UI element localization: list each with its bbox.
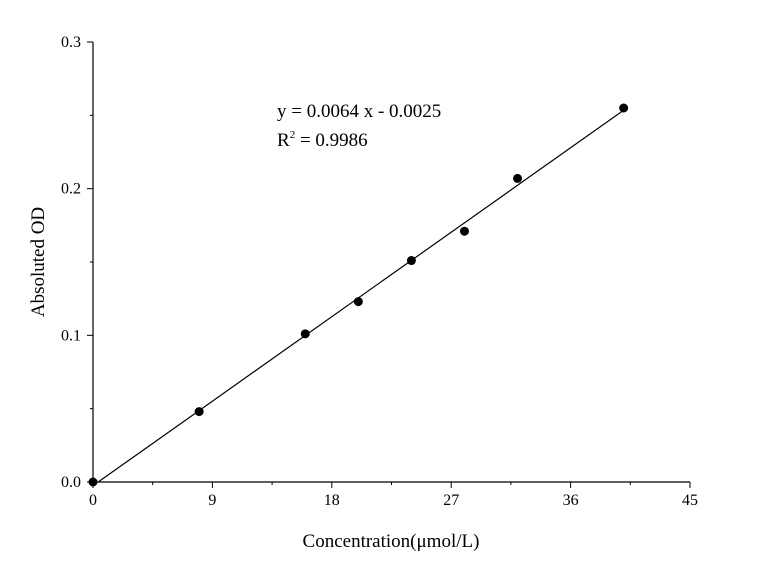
y-tick-label: 0.2 — [61, 181, 81, 198]
data-point — [513, 173, 523, 183]
data-point — [300, 329, 310, 339]
fit-line — [97, 109, 625, 483]
x-axis-label: Concentration(μmol/L) — [303, 531, 480, 552]
data-points — [88, 103, 629, 487]
r-squared-value: = 0.9986 — [295, 130, 367, 151]
x-tick-label: 45 — [682, 492, 698, 509]
y-tick-label: 0.0 — [61, 474, 81, 491]
data-point — [406, 256, 416, 266]
x-tick-label: 18 — [324, 492, 340, 509]
x-tick-label: 36 — [563, 492, 579, 509]
x-tick-label: 27 — [443, 492, 459, 509]
r-squared-superscript: 2 — [290, 129, 296, 141]
y-tick-label: 0.3 — [61, 34, 81, 51]
r-squared-symbol: R — [277, 130, 290, 151]
fit-equation: y = 0.0064 x - 0.0025 — [277, 101, 441, 122]
data-point — [88, 477, 98, 487]
x-tick-label: 0 — [89, 492, 97, 509]
data-point — [353, 297, 363, 307]
y-tick-label: 0.1 — [61, 327, 81, 344]
x-tick-label: 9 — [208, 492, 216, 509]
data-point — [194, 407, 204, 417]
data-point — [619, 103, 629, 113]
axis-tick-labels: 0 9 18 27 36 45 0.0 0.1 0.2 0.3 — [61, 34, 698, 509]
data-point — [459, 226, 469, 236]
r-squared: R2 = 0.9986 — [277, 129, 368, 151]
y-axis-label: Absoluted OD — [28, 207, 49, 317]
